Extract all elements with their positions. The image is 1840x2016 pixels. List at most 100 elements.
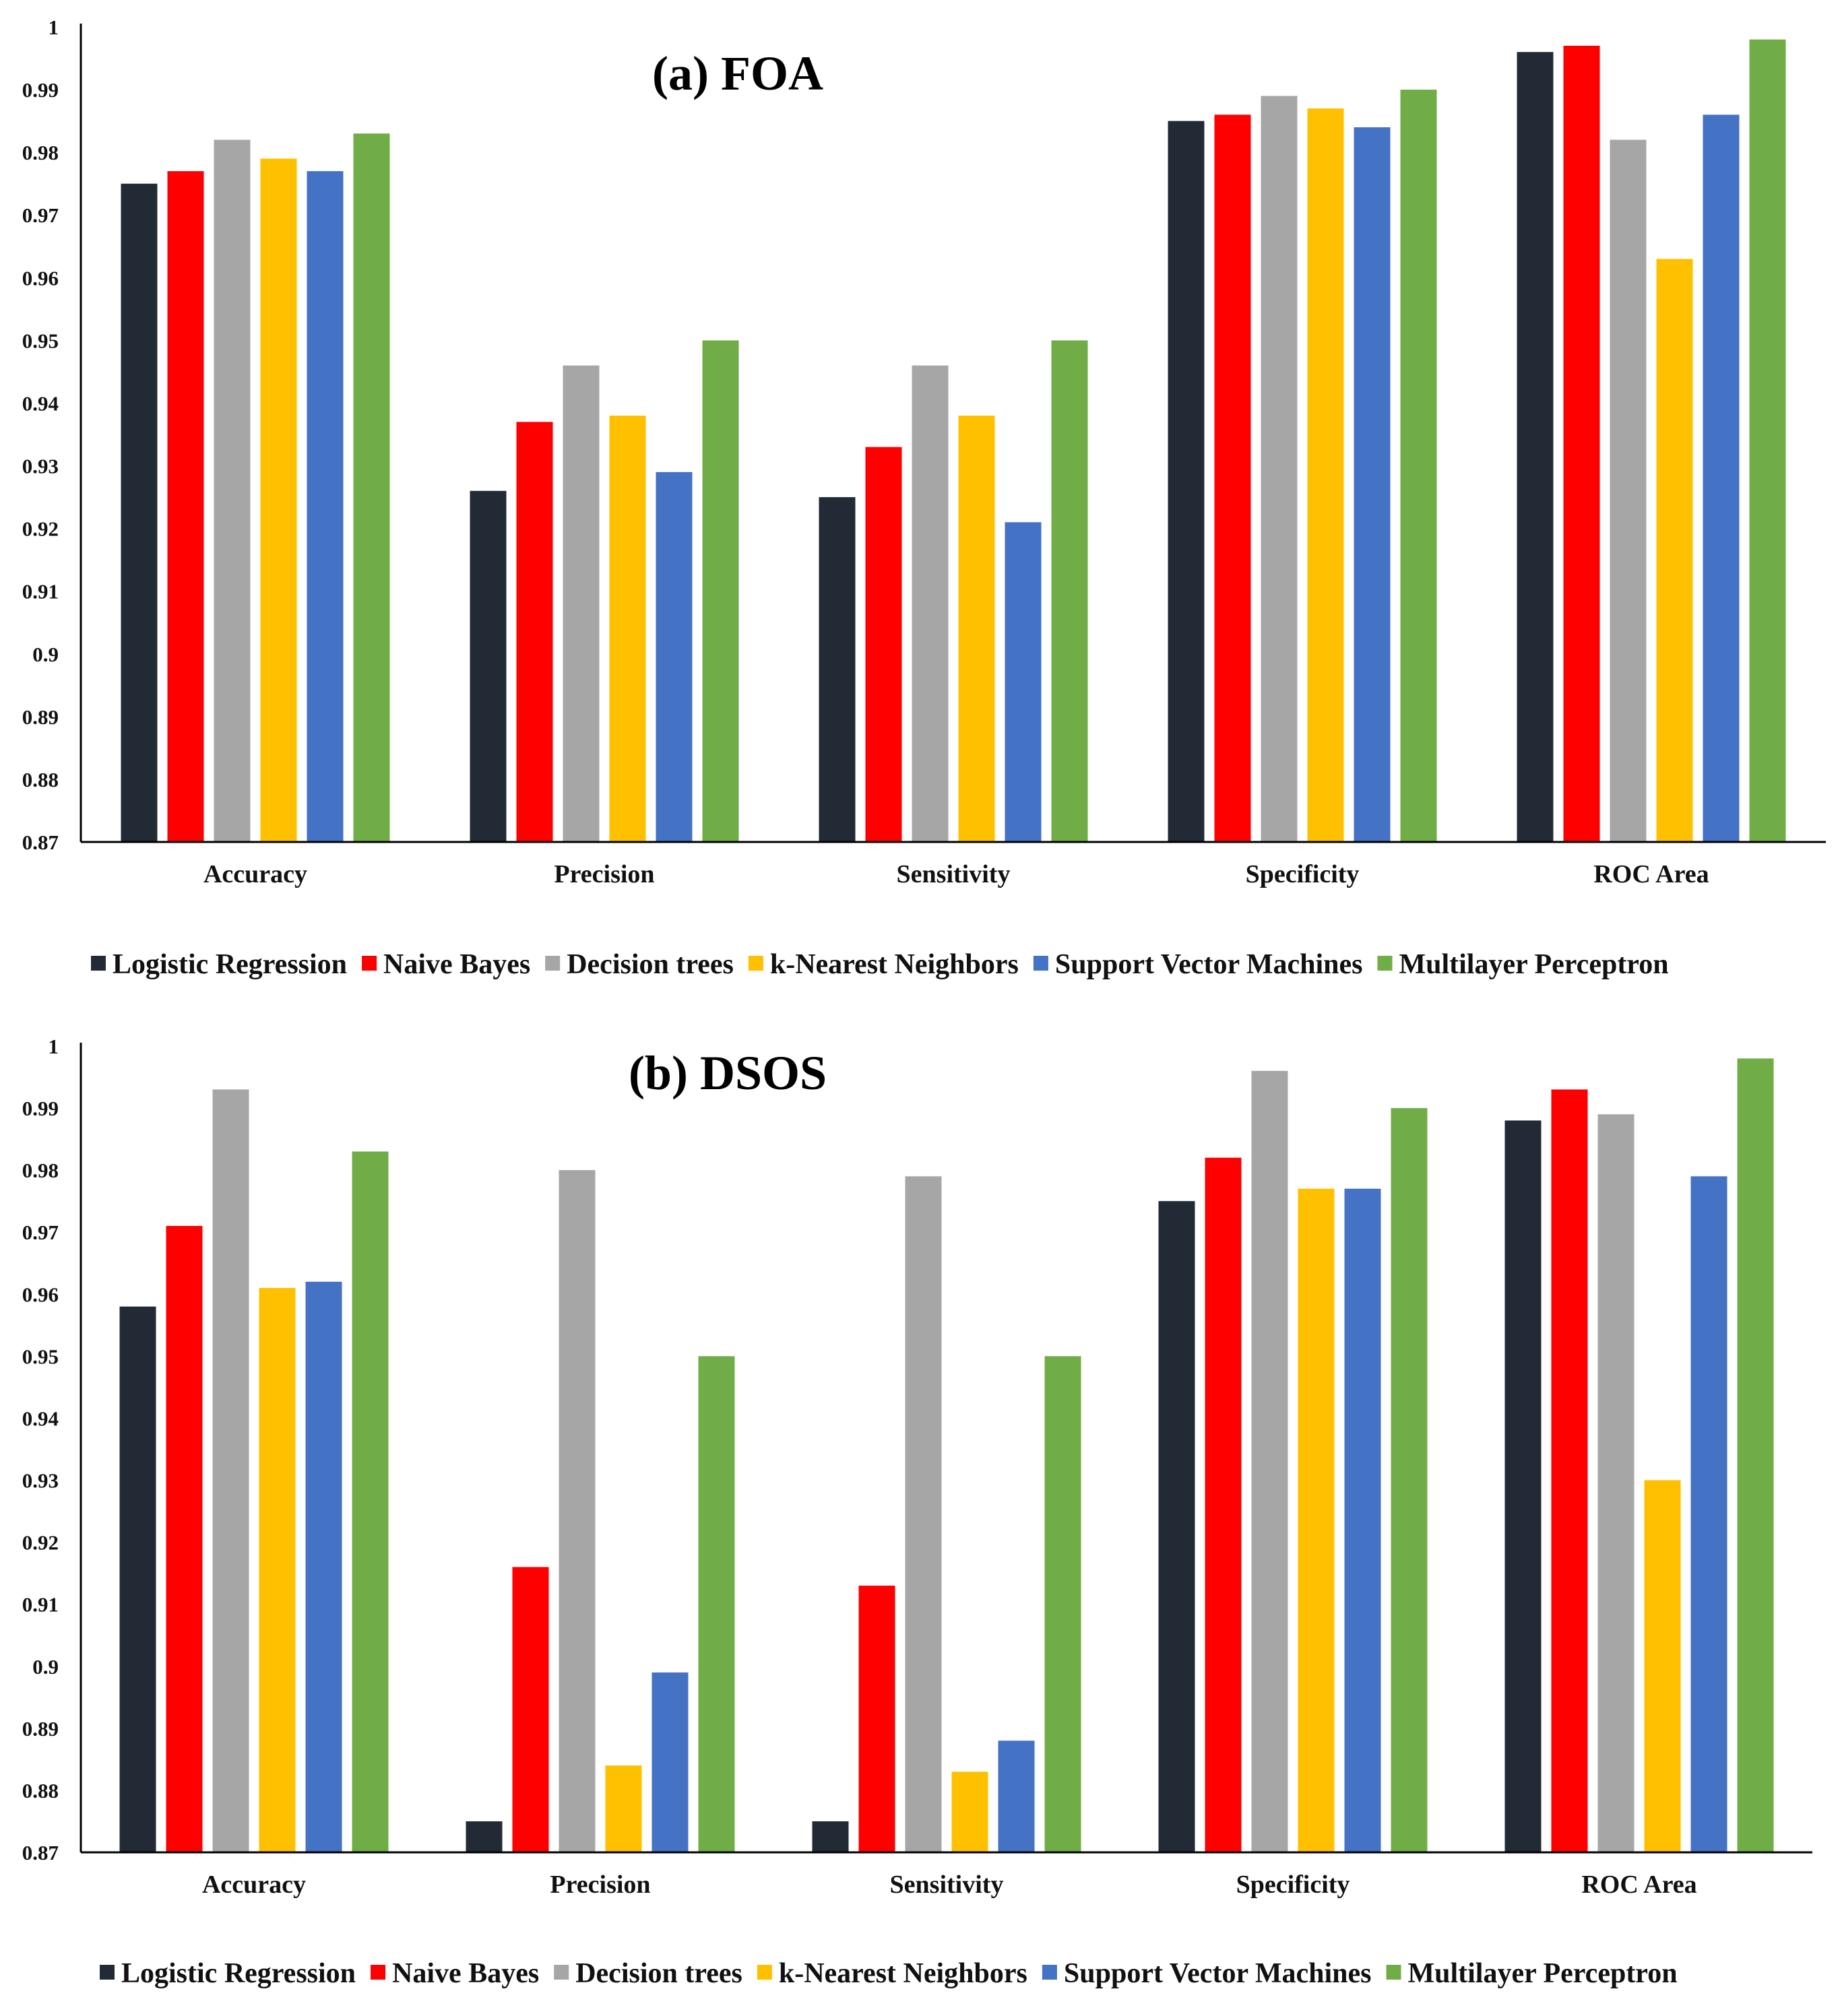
legend-swatch [1042,1965,1057,1980]
legend-swatch [1386,1965,1401,1980]
y-tick-label: 0.9 [32,1655,59,1679]
bar-logistic-regression-precision [470,490,507,842]
bar-decision-trees-accuracy [214,139,251,843]
legend-label: Support Vector Machines [1064,1958,1372,1989]
legend-item-logistic-regression: Logistic Regression [100,1958,356,1989]
legend: Logistic Regression Naive Bayes Decision t… [91,949,1669,980]
legend-item-logistic-regression: Logistic Regression [91,949,347,980]
bar-decision-trees-roc-area [1597,1114,1635,1852]
y-tick-label: 0.9 [32,643,59,666]
bar-k-nearest-neighbors-accuracy [260,158,297,842]
bar-multilayer-perceptron-roc-area [1749,39,1786,843]
bar-k-nearest-neighbors-accuracy [259,1288,296,1852]
bar-naive-bayes-accuracy [166,1226,203,1852]
legend-label: Logistic Regression [121,1958,356,1989]
legend-swatch [1033,956,1048,971]
bar-multilayer-perceptron-specificity [1391,1108,1428,1852]
y-tick-label: 1 [49,1035,59,1058]
legend-item-naive-bayes: Naive Bayes [371,1958,539,1989]
bar-k-nearest-neighbors-specificity [1298,1188,1335,1852]
bar-naive-bayes-sensitivity [865,447,902,842]
x-category-label: ROC Area [1593,860,1709,888]
y-tick-label: 0.98 [22,141,59,164]
y-tick-label: 1 [49,15,59,39]
bar-logistic-regression-sensitivity [812,1821,849,1852]
y-tick-label: 0.97 [22,203,59,227]
legend-item-k-nearest-neighbors: k-Nearest Neighbors [748,949,1019,980]
bar-support-vector-machines-precision [656,472,693,842]
y-tick-label: 0.99 [22,78,59,102]
bar-multilayer-perceptron-precision [702,340,739,842]
legend-swatch [748,956,763,971]
bar-k-nearest-neighbors-roc-area [1656,259,1693,842]
legend-item-naive-bayes: Naive Bayes [362,949,530,980]
bar-support-vector-machines-precision [652,1672,689,1852]
y-tick-label: 0.88 [22,768,59,791]
bar-multilayer-perceptron-sensitivity [1044,1356,1081,1852]
legend-swatch [545,956,561,971]
bar-multilayer-perceptron-accuracy [353,133,390,843]
bar-naive-bayes-specificity [1214,115,1251,842]
bar-k-nearest-neighbors-precision [609,416,646,842]
bar-support-vector-machines-roc-area [1690,1176,1727,1852]
bar-support-vector-machines-specificity [1354,127,1391,842]
y-tick-label: 0.96 [22,1282,59,1306]
bar-naive-bayes-accuracy [167,171,204,843]
bar-k-nearest-neighbors-precision [605,1765,642,1852]
legend-label: Naive Bayes [392,1958,539,1989]
bar-logistic-regression-precision [466,1821,503,1852]
legend-swatch [362,956,377,971]
bar-logistic-regression-sensitivity [819,497,856,842]
bar-logistic-regression-accuracy [121,183,158,842]
legend-item-k-nearest-neighbors: k-Nearest Neighbors [757,1958,1027,1989]
bar-naive-bayes-roc-area [1551,1089,1588,1852]
legend-label: Logistic Regression [113,949,347,980]
bar-multilayer-perceptron-sensitivity [1051,340,1088,842]
bar-decision-trees-roc-area [1610,139,1647,843]
chart-panel-dsos: 0.87 0.88 0.89 0.9 0.91 0.92 0.93 0.94 0.95 0.96 0… [22,1035,1812,1989]
y-tick-label: 0.89 [22,1717,59,1741]
chart-title: (b) DSOS [629,1046,827,1100]
bar-naive-bayes-specificity [1205,1157,1242,1852]
bar-decision-trees-sensitivity [912,365,949,842]
y-tick-label: 0.94 [22,1406,59,1430]
bar-k-nearest-neighbors-sensitivity [958,416,995,842]
legend-item-multilayer-perceptron: Multilayer Perceptron [1377,949,1669,980]
y-tick-label: 0.92 [22,1531,59,1555]
bar-multilayer-perceptron-precision [698,1356,735,1852]
x-category-label: Sensitivity [890,1871,1004,1899]
bar-decision-trees-sensitivity [905,1176,942,1852]
chart-panel-foa: 0.87 0.88 0.89 0.9 0.91 0.92 0.93 0.94 0.95 0.96 0… [22,15,1826,980]
bar-multilayer-perceptron-accuracy [352,1151,389,1852]
legend-label: Multilayer Perceptron [1407,1958,1677,1989]
y-tick-label: 0.87 [22,831,59,854]
x-category-label: Accuracy [203,860,307,888]
y-tick-label: 0.98 [22,1159,59,1182]
legend-swatch [554,1965,569,1980]
chart-title: (a) FOA [652,46,823,100]
bar-support-vector-machines-accuracy [307,171,344,843]
legend-label: Support Vector Machines [1055,949,1363,980]
bar-decision-trees-precision [559,1170,596,1852]
bar-support-vector-machines-specificity [1344,1188,1381,1852]
y-tick-label: 0.87 [22,1841,59,1864]
y-tick-label: 0.93 [22,1469,59,1493]
bar-k-nearest-neighbors-specificity [1307,108,1344,842]
x-category-label: Specificity [1236,1871,1350,1899]
bar-support-vector-machines-sensitivity [1005,522,1042,842]
bar-naive-bayes-roc-area [1563,45,1600,842]
legend-swatch [100,1965,115,1980]
bar-naive-bayes-sensitivity [858,1586,895,1852]
y-tick-label: 0.92 [22,517,59,541]
bar-naive-bayes-precision [512,1567,549,1852]
bar-decision-trees-specificity [1251,1070,1288,1852]
y-tick-label: 0.96 [22,266,59,290]
bar-multilayer-perceptron-specificity [1400,90,1437,843]
legend-label: Decision trees [567,949,734,980]
x-category-label: ROC Area [1581,1871,1696,1899]
x-category-label: Accuracy [202,1871,306,1899]
y-tick-label: 0.91 [22,1593,59,1617]
bar-k-nearest-neighbors-roc-area [1644,1480,1681,1852]
x-category-label: Precision [554,860,654,888]
